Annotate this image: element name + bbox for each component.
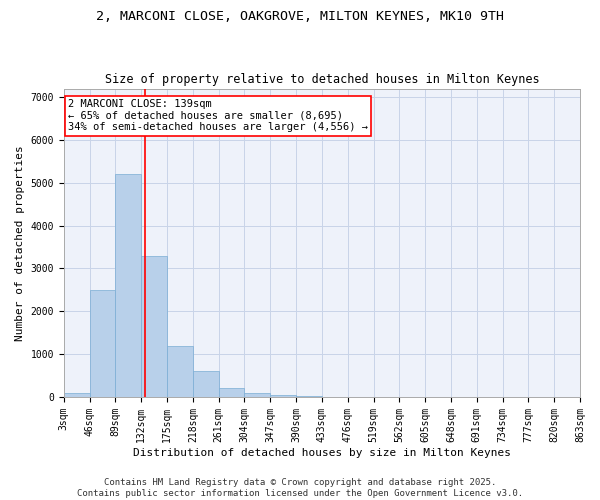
Text: 2 MARCONI CLOSE: 139sqm
← 65% of detached houses are smaller (8,695)
34% of semi: 2 MARCONI CLOSE: 139sqm ← 65% of detache… [68,100,368,132]
Bar [193,372,218,397]
Y-axis label: Number of detached properties: Number of detached properties [15,145,25,340]
X-axis label: Distribution of detached houses by size in Milton Keynes: Distribution of detached houses by size … [133,448,511,458]
Bar [89,290,115,397]
Text: 2, MARCONI CLOSE, OAKGROVE, MILTON KEYNES, MK10 9TH: 2, MARCONI CLOSE, OAKGROVE, MILTON KEYNE… [96,10,504,23]
Bar [115,174,141,397]
Bar [218,388,244,397]
Bar [270,395,296,397]
Bar [64,392,89,397]
Bar [244,392,270,397]
Bar [141,256,167,397]
Bar [167,346,193,397]
Title: Size of property relative to detached houses in Milton Keynes: Size of property relative to detached ho… [104,73,539,86]
Bar [296,396,322,397]
Text: Contains HM Land Registry data © Crown copyright and database right 2025.
Contai: Contains HM Land Registry data © Crown c… [77,478,523,498]
